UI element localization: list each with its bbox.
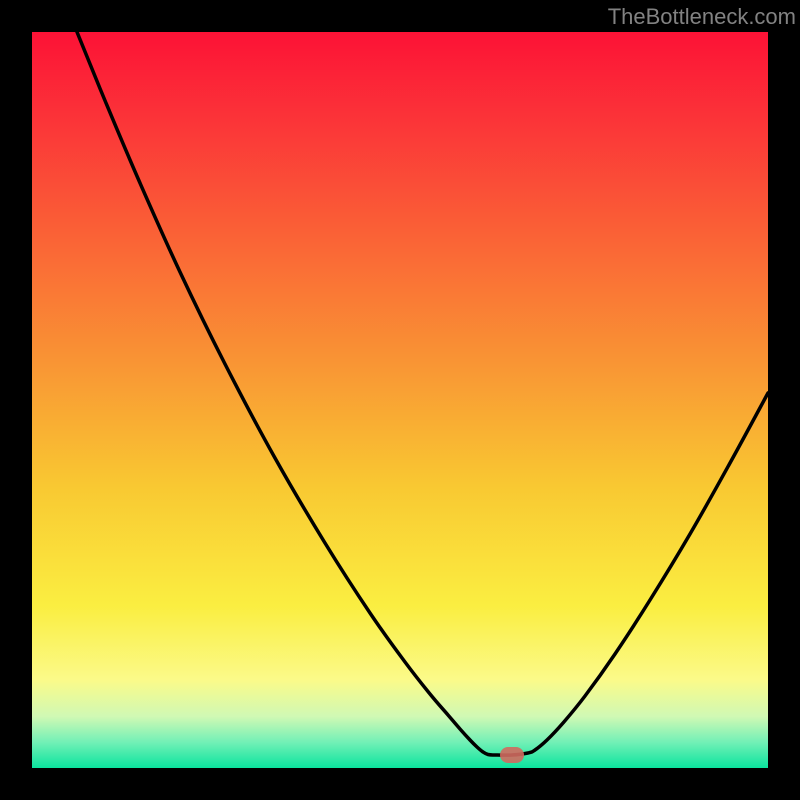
- bottleneck-curve: [77, 32, 768, 755]
- bottleneck-marker: [500, 747, 524, 763]
- watermark-text: TheBottleneck.com: [608, 4, 796, 30]
- bottleneck-curve-svg: [0, 0, 800, 800]
